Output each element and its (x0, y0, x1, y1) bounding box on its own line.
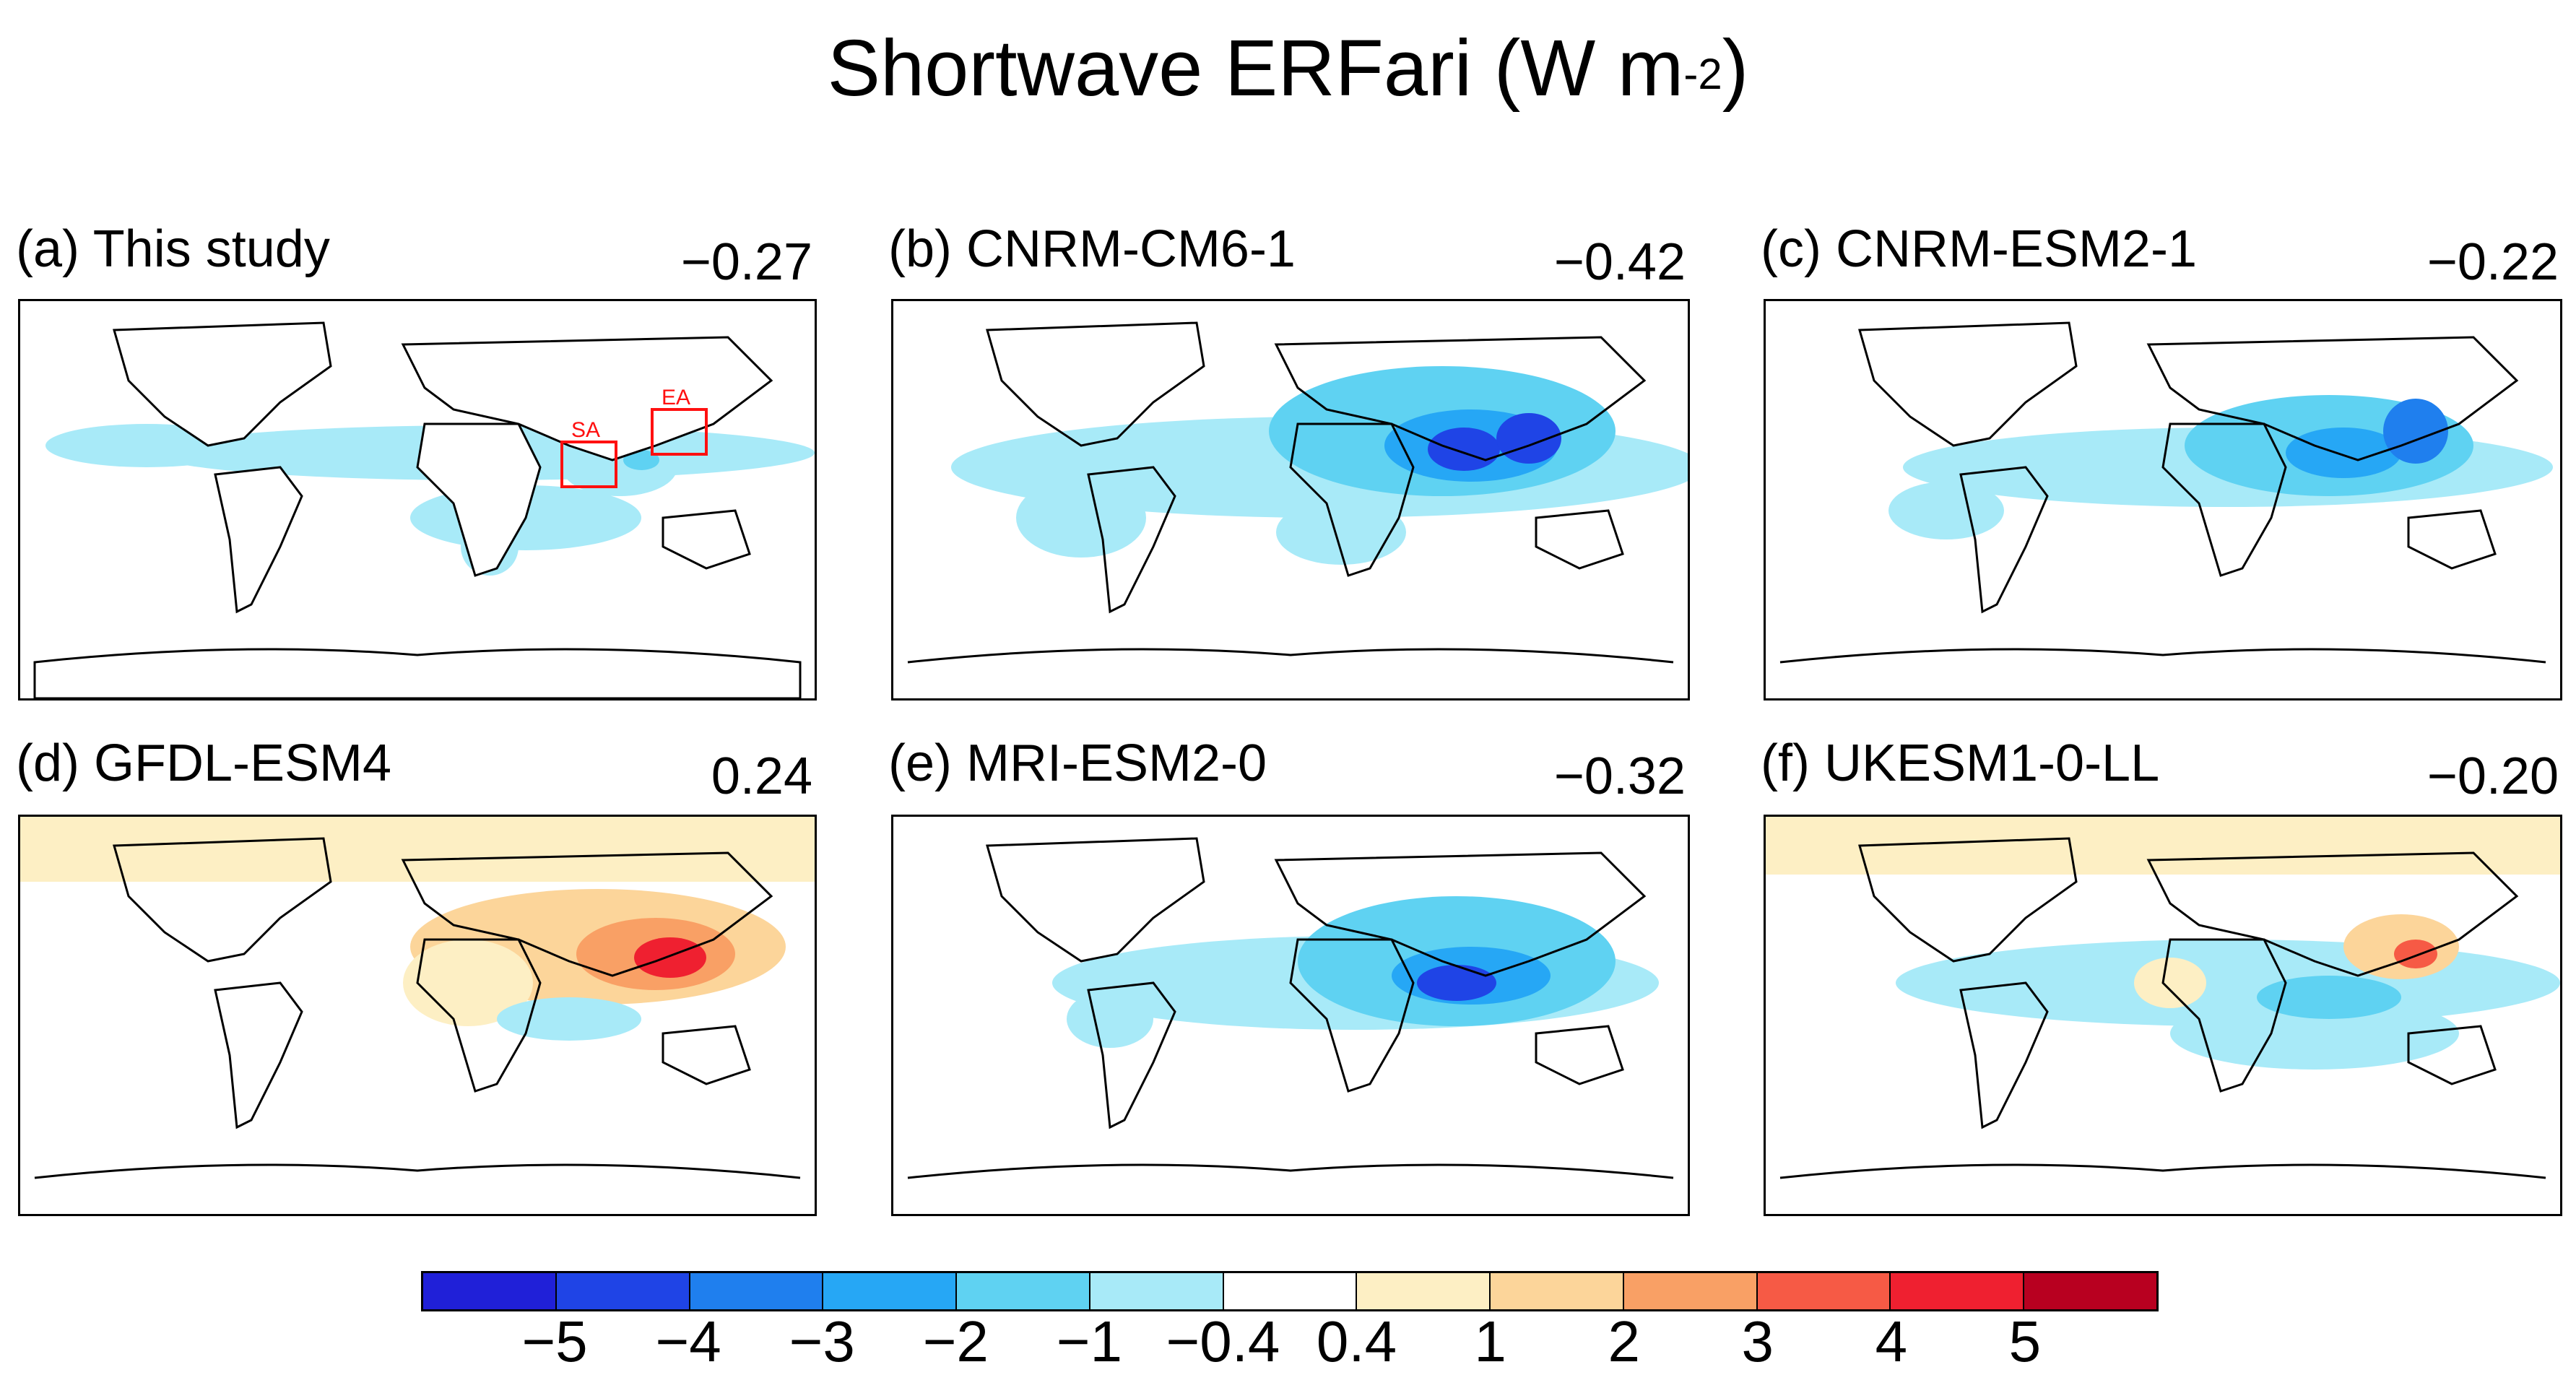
colorbar-tick-label: 2 (1608, 1309, 1640, 1374)
colorbar-box (823, 1273, 958, 1309)
colorbar-tick-label: 0.4 (1316, 1309, 1397, 1374)
ea-region-label: EA (662, 386, 690, 409)
panel-d-map (18, 815, 817, 1216)
colorbar-box (1623, 1273, 1758, 1309)
land-north-america (113, 321, 332, 447)
panel-b-value: −0.42 (1553, 233, 1686, 291)
colorbar-box (2024, 1273, 2156, 1309)
panel-d-value: 0.24 (711, 747, 812, 805)
colorbar-box (1357, 1273, 1491, 1309)
land-australia (662, 509, 751, 570)
colorbar (421, 1271, 2159, 1311)
colorbar-box (423, 1273, 557, 1309)
land-eurasia (401, 336, 773, 461)
colorbar-box (957, 1273, 1090, 1309)
colorbar-tick-label: −5 (521, 1309, 588, 1374)
colorbar-tick-label: −1 (1056, 1309, 1122, 1374)
panel-e-value: −0.32 (1553, 747, 1686, 805)
panel-b-label: (b) CNRM-CM6-1 (888, 220, 1296, 278)
colorbar-box (1891, 1273, 2025, 1309)
sa-region-box (560, 441, 617, 488)
panel-e-label: (e) MRI-ESM2-0 (888, 734, 1267, 792)
sa-region-label: SA (571, 418, 600, 442)
colorbar-tick-label: −0.4 (1166, 1309, 1280, 1374)
colorbar-box (1757, 1273, 1891, 1309)
land-antarctica (33, 648, 802, 698)
colorbar-tick-label: 5 (2008, 1309, 2042, 1374)
panel-a-value: −0.27 (680, 233, 812, 291)
panel-f-value: −0.20 (2427, 747, 2559, 805)
ea-region-box (651, 408, 708, 456)
panel-e-map (891, 815, 1690, 1216)
colorbar-tick-label: −2 (922, 1309, 989, 1374)
panel-c-label: (c) CNRM-ESM2-1 (1761, 220, 2197, 278)
panel-a-label: (a) This study (16, 220, 330, 278)
colorbar-box (1223, 1273, 1358, 1309)
land-africa (416, 422, 542, 577)
panel-c-map (1764, 299, 2562, 700)
colorbar-tick-label: −4 (655, 1309, 721, 1374)
colorbar-box (556, 1273, 690, 1309)
figure-title: Shortwave ERFari (W m-2) (827, 24, 1749, 113)
panel-b-map (891, 299, 1690, 700)
colorbar-tick-label: 4 (1875, 1309, 1908, 1374)
colorbar-tick-label: 3 (1741, 1309, 1774, 1374)
colorbar-box (1090, 1273, 1224, 1309)
panel-a-map: SA EA (18, 299, 817, 700)
colorbar-tick-label: −3 (789, 1309, 855, 1374)
land-south-america (214, 466, 303, 614)
panel-f-map (1764, 815, 2562, 1216)
panel-c-value: −0.22 (2427, 233, 2559, 291)
colorbar-box (1491, 1273, 1624, 1309)
panel-f-label: (f) UKESM1-0-LL (1761, 734, 2160, 792)
colorbar-box (690, 1273, 824, 1309)
panel-d-label: (d) GFDL-ESM4 (16, 734, 392, 792)
colorbar-tick-label: 1 (1474, 1309, 1506, 1374)
